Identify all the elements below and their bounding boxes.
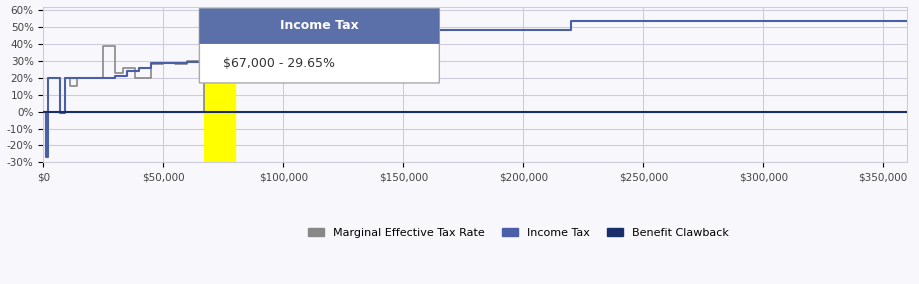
Marginal Effective Tax Rate xyxy=(129,76,140,80)
Income Tax xyxy=(42,156,53,159)
Income Tax xyxy=(422,28,433,32)
Marginal Effective Tax Rate xyxy=(170,61,181,64)
Income Tax xyxy=(45,76,56,80)
Marginal Effective Tax Rate xyxy=(64,76,75,80)
Marginal Effective Tax Rate xyxy=(146,63,157,66)
Marginal Effective Tax Rate xyxy=(60,110,71,113)
Income Tax xyxy=(45,76,56,80)
Income Tax xyxy=(182,60,193,64)
Marginal Effective Tax Rate xyxy=(230,110,241,113)
Income Tax xyxy=(40,156,51,159)
Marginal Effective Tax Rate xyxy=(129,66,140,70)
Income Tax xyxy=(158,61,169,64)
Marginal Effective Tax Rate xyxy=(55,76,66,80)
Income Tax xyxy=(55,76,66,80)
Income Tax xyxy=(64,76,75,80)
Marginal Effective Tax Rate xyxy=(110,71,121,74)
Income Tax xyxy=(110,76,121,80)
Income Tax xyxy=(134,66,145,70)
Marginal Effective Tax Rate xyxy=(170,63,181,66)
Income Tax xyxy=(398,36,409,40)
Income Tax xyxy=(566,20,577,23)
Income Tax xyxy=(326,36,337,40)
Income Tax xyxy=(182,61,193,64)
Marginal Effective Tax Rate xyxy=(38,110,49,113)
Marginal Effective Tax Rate xyxy=(158,61,169,64)
Income Tax xyxy=(55,112,66,115)
Marginal Effective Tax Rate xyxy=(199,59,210,63)
Income Tax xyxy=(85,76,96,80)
Income Tax xyxy=(110,74,121,78)
Income Tax xyxy=(230,60,241,64)
Text: $67,000 - 29.65%: $67,000 - 29.65% xyxy=(223,57,335,70)
Line: Income Tax: Income Tax xyxy=(43,21,907,157)
Marginal Effective Tax Rate xyxy=(72,85,83,88)
Marginal Effective Tax Rate xyxy=(64,85,75,88)
Income Tax xyxy=(278,36,289,40)
Income Tax xyxy=(146,66,157,70)
Marginal Effective Tax Rate xyxy=(85,76,96,80)
Income Tax xyxy=(146,61,157,64)
Income Tax xyxy=(60,112,71,115)
Bar xyxy=(204,7,235,162)
Income Tax xyxy=(64,76,75,80)
Text: Income Tax: Income Tax xyxy=(280,19,358,32)
Income Tax xyxy=(398,28,409,32)
Income Tax xyxy=(72,76,83,80)
Income Tax xyxy=(326,36,337,40)
Income Tax xyxy=(38,110,49,113)
Income Tax xyxy=(60,76,71,80)
Marginal Effective Tax Rate xyxy=(42,76,53,80)
Marginal Effective Tax Rate xyxy=(42,110,53,113)
Marginal Effective Tax Rate xyxy=(117,66,128,70)
FancyBboxPatch shape xyxy=(199,9,439,44)
Income Tax xyxy=(122,69,133,73)
Marginal Effective Tax Rate xyxy=(199,110,210,113)
Income Tax xyxy=(85,76,96,80)
Marginal Effective Tax Rate xyxy=(902,110,913,113)
Income Tax xyxy=(72,76,83,80)
Line: Marginal Effective Tax Rate: Marginal Effective Tax Rate xyxy=(43,46,907,112)
Marginal Effective Tax Rate xyxy=(98,44,109,47)
Marginal Effective Tax Rate xyxy=(182,59,193,63)
Marginal Effective Tax Rate xyxy=(60,76,71,80)
Income Tax xyxy=(422,28,433,32)
Income Tax xyxy=(158,61,169,64)
Income Tax xyxy=(40,110,51,113)
Marginal Effective Tax Rate xyxy=(158,63,169,66)
Income Tax xyxy=(230,36,241,40)
Marginal Effective Tax Rate xyxy=(117,71,128,74)
Marginal Effective Tax Rate xyxy=(98,76,109,80)
Marginal Effective Tax Rate xyxy=(182,63,193,66)
Marginal Effective Tax Rate xyxy=(85,76,96,80)
Income Tax xyxy=(902,20,913,23)
FancyBboxPatch shape xyxy=(199,9,439,83)
Legend: Marginal Effective Tax Rate, Income Tax, Benefit Clawback: Marginal Effective Tax Rate, Income Tax,… xyxy=(303,223,733,242)
Income Tax xyxy=(602,20,613,23)
Income Tax xyxy=(199,60,210,64)
Income Tax xyxy=(566,28,577,32)
Income Tax xyxy=(122,74,133,78)
Income Tax xyxy=(602,20,613,23)
Marginal Effective Tax Rate xyxy=(110,44,121,47)
Income Tax xyxy=(199,60,210,64)
Marginal Effective Tax Rate xyxy=(72,76,83,80)
Income Tax xyxy=(134,69,145,73)
Marginal Effective Tax Rate xyxy=(146,76,157,80)
Marginal Effective Tax Rate xyxy=(40,110,51,113)
Income Tax xyxy=(278,36,289,40)
Marginal Effective Tax Rate xyxy=(230,110,241,113)
Marginal Effective Tax Rate xyxy=(40,110,51,113)
Income Tax xyxy=(42,76,53,80)
Marginal Effective Tax Rate xyxy=(55,110,66,113)
